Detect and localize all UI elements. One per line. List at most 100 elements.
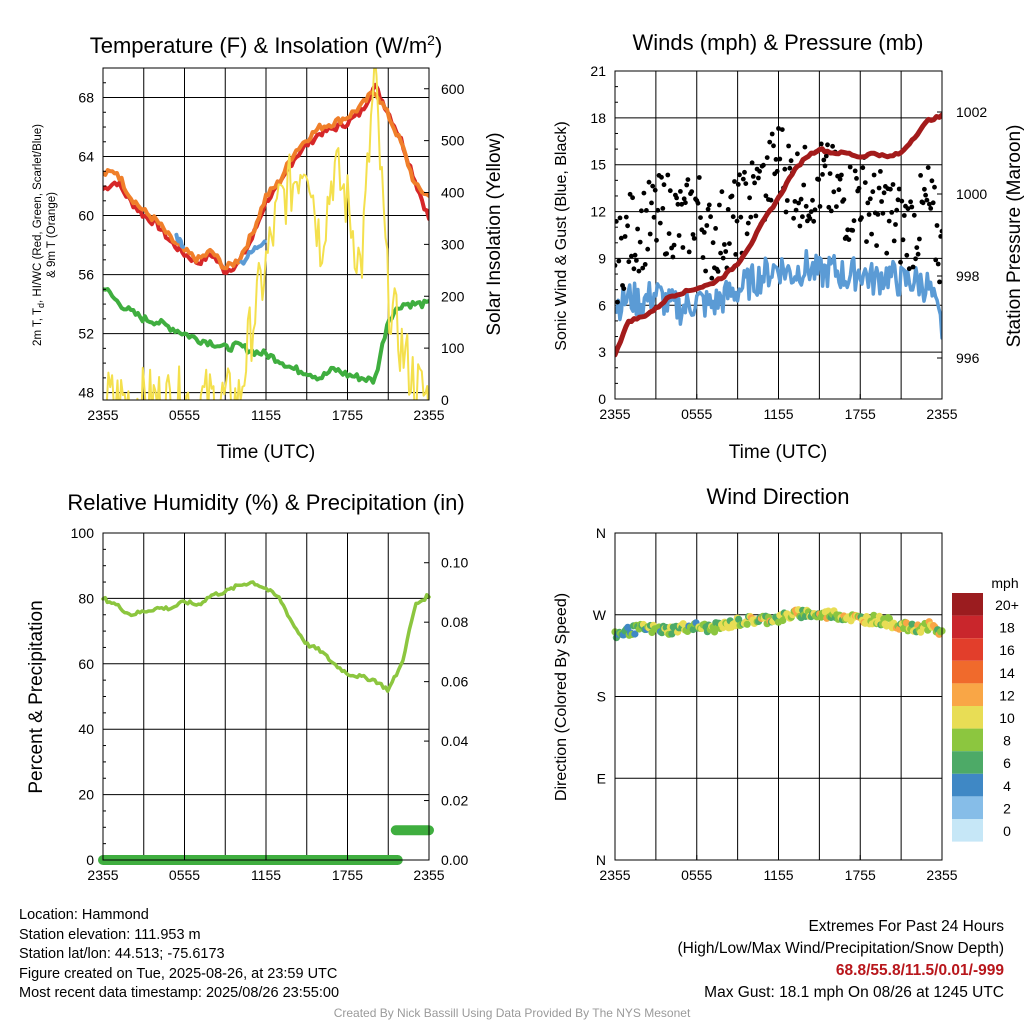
winds-tick-labels: 2355 0555 1155 1755 235503691215182199699810…: [590, 63, 987, 422]
y2-tick-label: 0.02: [441, 793, 468, 809]
gust-point: [646, 179, 652, 185]
gust-point: [871, 172, 877, 178]
gust-point: [666, 231, 672, 237]
direction-point: [624, 623, 632, 632]
x-tick-label: 2355: [87, 407, 118, 423]
series-solar: [105, 68, 429, 400]
gust-point: [910, 264, 916, 270]
gust-point: [822, 163, 828, 169]
gust-point: [763, 193, 769, 199]
gust-point: [665, 172, 671, 178]
y-tick-label: 0: [86, 852, 94, 868]
x-tick-label: 2355: [926, 406, 957, 422]
temperature-ylabel-right: Solar Insolation (Yellow): [484, 132, 505, 335]
series-9m-t: [103, 90, 429, 271]
colorbar-label: 18: [999, 620, 1015, 636]
gust-point: [928, 206, 934, 211]
gust-point: [891, 238, 897, 244]
y2-tick-label: 1002: [956, 104, 987, 120]
temperature-xlabel: Time (UTC): [217, 442, 316, 463]
gust-point: [727, 241, 732, 247]
gust-point: [745, 220, 751, 226]
gust-point: [836, 187, 842, 193]
gust-point: [732, 179, 737, 184]
gust-point: [623, 214, 629, 220]
gust-point: [631, 266, 637, 272]
gust-point: [782, 166, 788, 172]
gust-point: [718, 250, 723, 256]
gust-point: [664, 251, 669, 256]
colorbar: 20+ 18 16 14 12 10 8 6 4 2 0: [952, 593, 1019, 842]
gust-point: [674, 195, 679, 201]
gust-point: [787, 165, 793, 171]
y2-tick-label: 400: [441, 185, 465, 201]
gust-point: [644, 208, 649, 213]
gust-point: [636, 268, 642, 274]
gust-point: [810, 197, 815, 203]
y-tick-label: E: [597, 770, 606, 786]
gust-point: [823, 153, 829, 159]
gust-point: [904, 252, 910, 258]
gust-point: [645, 246, 651, 252]
gust-point: [784, 198, 790, 203]
gust-point: [639, 208, 644, 214]
y2-tick-label: 0: [441, 392, 449, 408]
gust-point: [649, 200, 654, 206]
gust-point: [773, 157, 779, 162]
x-tick-label: 2355: [599, 867, 630, 883]
gust-point: [808, 209, 814, 215]
gust-point: [895, 197, 901, 203]
gust-point: [876, 185, 882, 191]
gust-point: [706, 202, 712, 208]
y-tick-label: 20: [78, 787, 94, 803]
gust-point: [906, 266, 912, 272]
gust-point: [796, 200, 801, 206]
y-tick-label: 0: [598, 391, 606, 407]
gust-point: [621, 286, 627, 291]
station-info: Location: Hammond Station elevation: 111…: [19, 906, 339, 1004]
panel-temperature: Temperature (F) & Insolation (W/m2) 2355…: [32, 32, 505, 463]
temperature-lines: [103, 68, 429, 400]
y-tick-label: W: [593, 607, 607, 623]
gust-point: [803, 203, 809, 209]
gust-point: [932, 184, 937, 190]
gust-point: [723, 249, 729, 254]
winds-xlabel: Time (UTC): [729, 442, 828, 463]
direction-points: [611, 606, 946, 642]
gust-point: [909, 204, 915, 210]
gust-point: [915, 251, 921, 257]
gust-point: [627, 191, 633, 197]
gust-point: [686, 249, 692, 255]
gust-point: [874, 243, 879, 249]
gust-point: [647, 231, 653, 237]
y-tick-label: N: [596, 525, 606, 541]
gust-point: [901, 213, 907, 218]
gust-point: [768, 197, 774, 203]
colorbar-title: mph: [991, 575, 1018, 591]
gust-point: [748, 214, 754, 220]
temperature-tick-labels: 2355 0555 1155 1755 2355 48 52 56 60 64 68 0 100 200 3…: [78, 81, 464, 423]
gust-point: [637, 239, 643, 245]
gust-point: [924, 197, 930, 203]
gust-point: [740, 176, 746, 182]
gust-point: [616, 258, 622, 264]
y-tick-label: 56: [78, 267, 94, 283]
x-tick-label: 1155: [251, 867, 281, 883]
gust-point: [667, 188, 673, 194]
gust-point: [817, 204, 823, 209]
gust-point: [934, 223, 940, 228]
gust-point: [708, 214, 713, 220]
gust-point: [827, 171, 833, 177]
colorbar-label: 8: [1003, 733, 1011, 749]
gust-point: [869, 231, 874, 237]
x-tick-label: 2355: [413, 867, 444, 883]
x-tick-label: 0555: [681, 867, 712, 883]
gust-point: [845, 227, 851, 233]
gust-point: [719, 189, 725, 195]
gust-point: [826, 204, 832, 210]
gust-point: [615, 263, 618, 268]
gust-point: [847, 164, 853, 170]
gust-point: [880, 210, 886, 216]
gust-point: [625, 223, 630, 229]
